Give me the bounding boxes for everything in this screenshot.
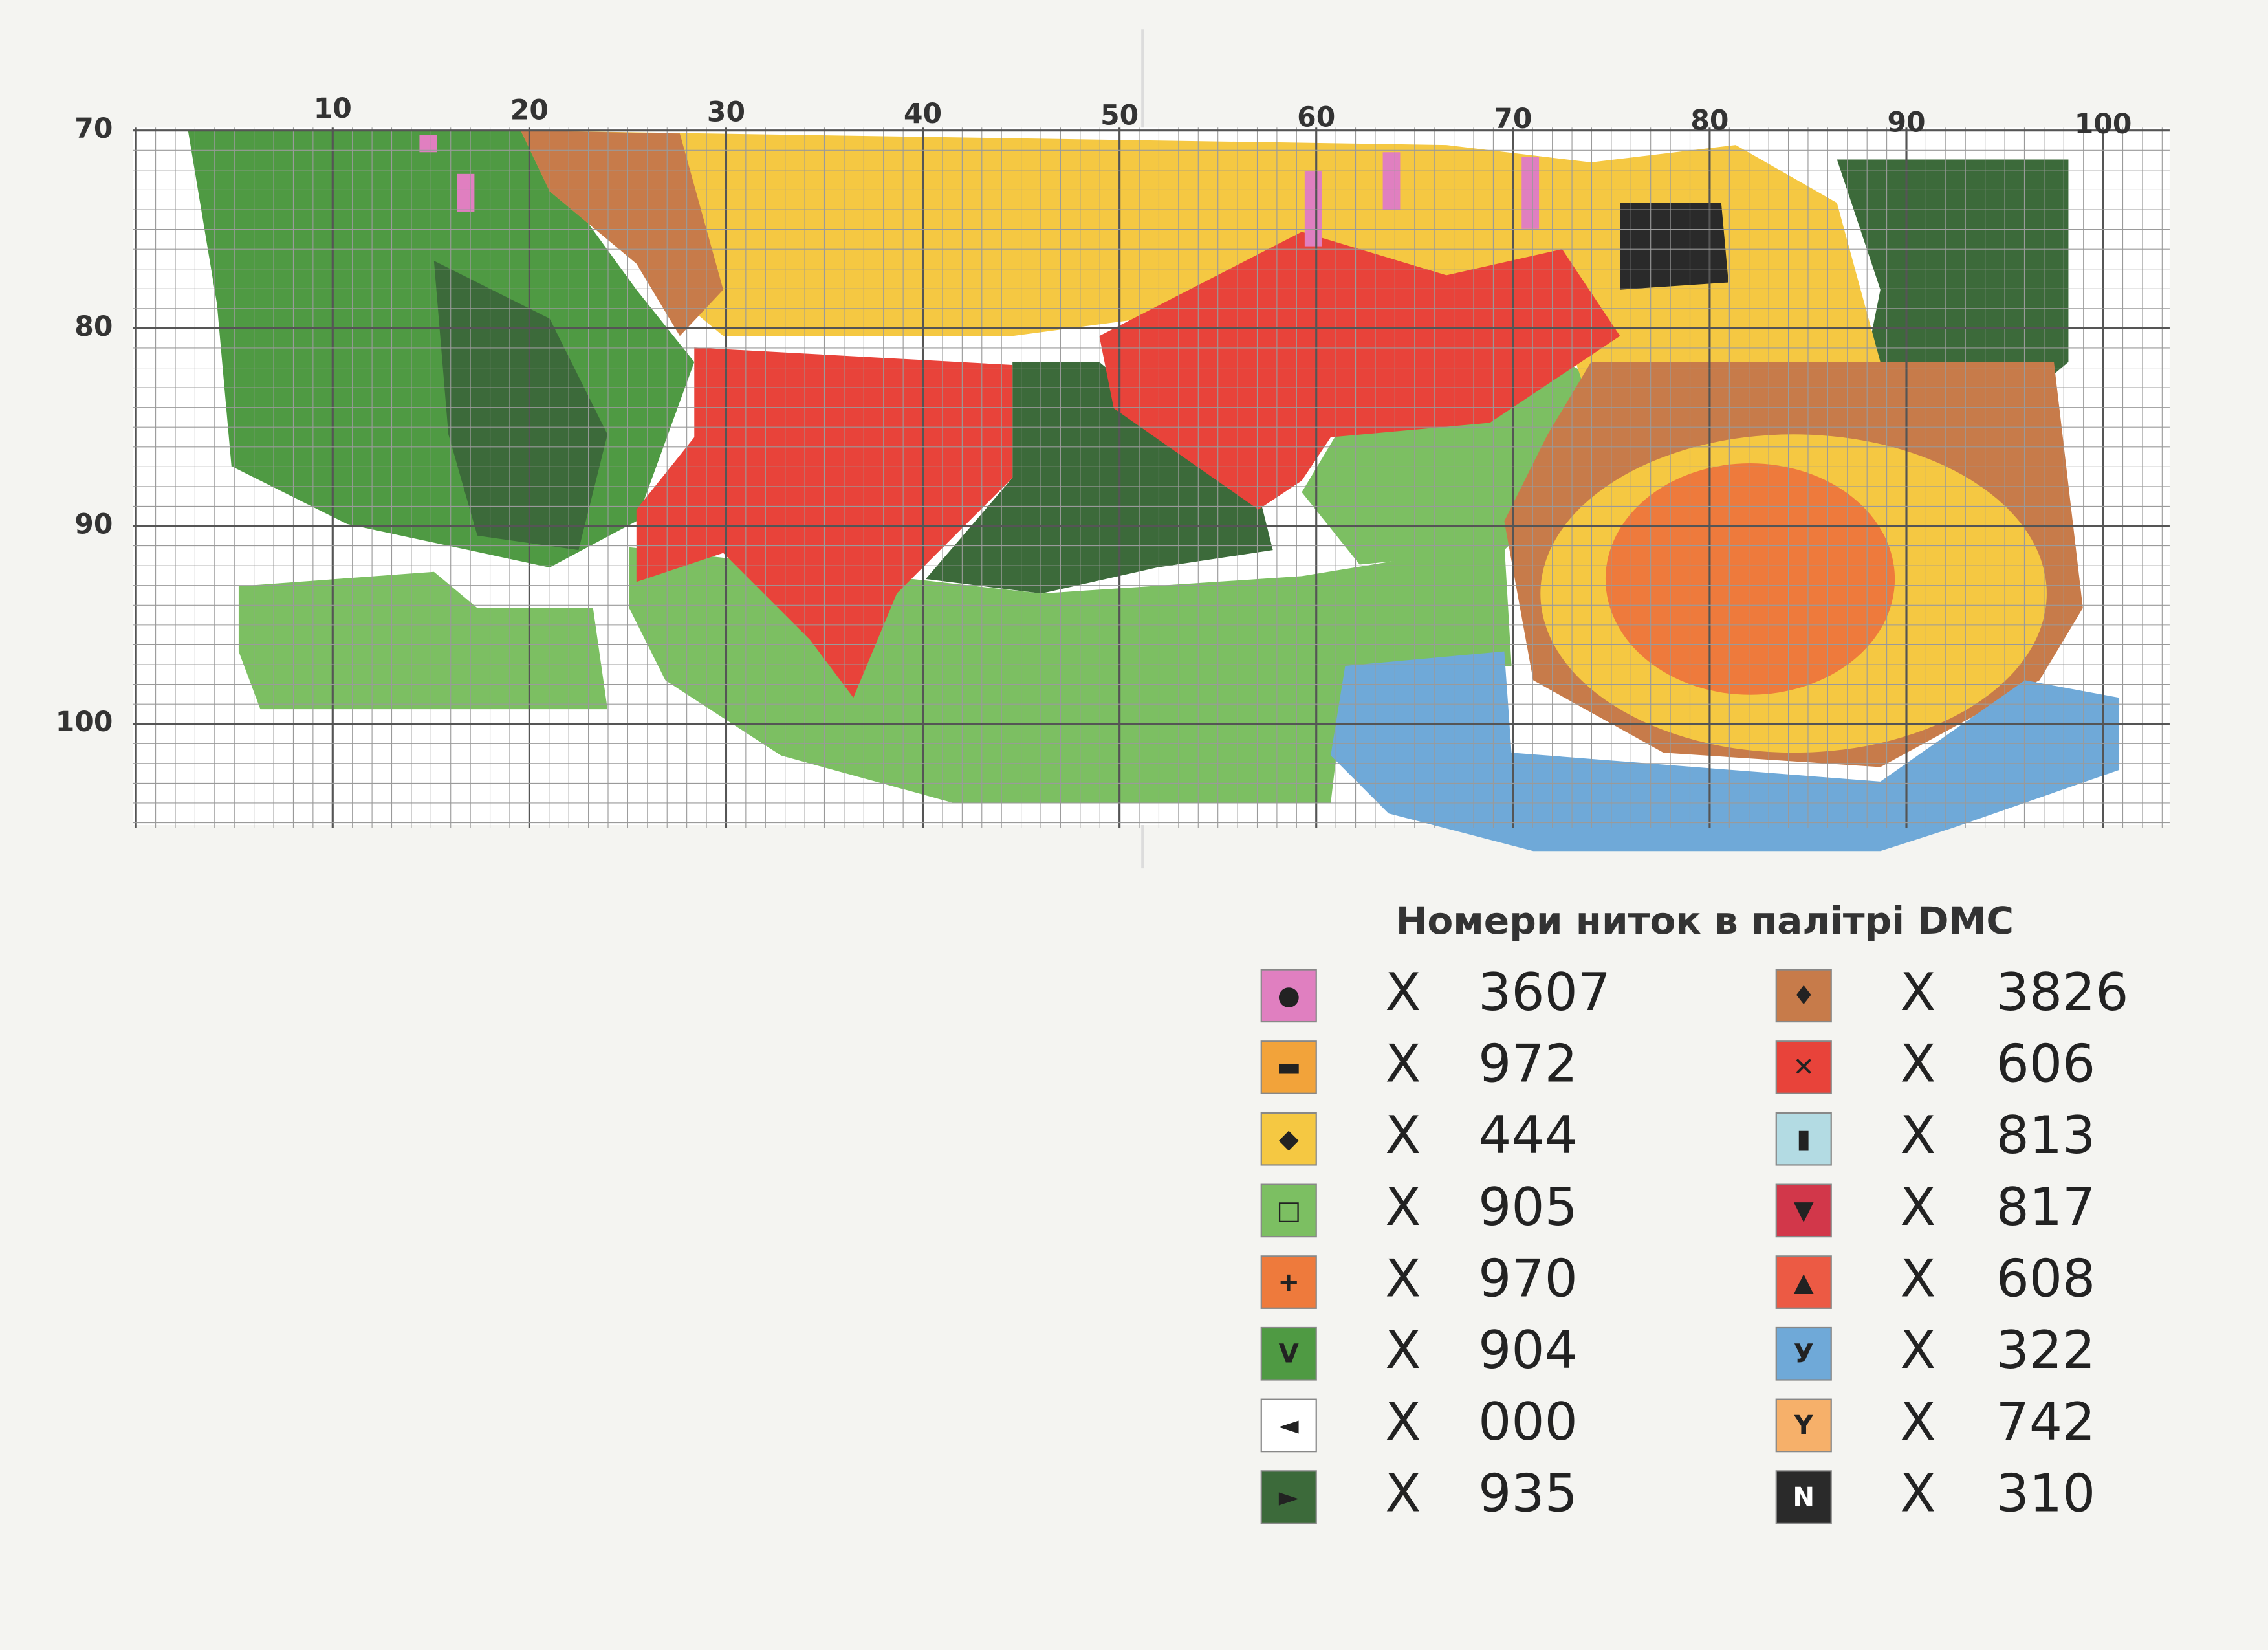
stitch-mark: X xyxy=(1385,1319,1421,1380)
column-label: 90 xyxy=(1887,107,1925,138)
pattern xyxy=(188,130,2119,852)
region-3607 xyxy=(457,173,475,212)
column-label: 80 xyxy=(1690,105,1728,137)
swatch-symbol: + xyxy=(1278,1268,1300,1297)
swatch-symbol: N xyxy=(1793,1482,1815,1512)
stitch-mark: X xyxy=(1385,1248,1421,1309)
column-label: 70 xyxy=(1494,104,1532,135)
region-606 xyxy=(1099,232,1620,510)
row-label: 100 xyxy=(56,707,113,738)
stitch-mark: X xyxy=(1900,1319,1935,1380)
region-3607 xyxy=(1304,171,1322,247)
thread-code: 904 xyxy=(1478,1319,1578,1380)
stitch-mark: X xyxy=(1385,1463,1421,1524)
swatch xyxy=(1775,1183,1832,1238)
column-label: 20 xyxy=(510,95,549,127)
thread-code: 606 xyxy=(1996,1033,2096,1094)
row-label: 90 xyxy=(74,509,113,541)
swatch xyxy=(1260,1470,1317,1524)
swatch-symbol: ► xyxy=(1279,1482,1299,1512)
legend: ● X 3607 ▬ X 972 ◆ X 444 □ X 905 + X 970 V X 904 ◄ X 000 ► X 93… xyxy=(1260,962,2129,1524)
stitch-mark: X xyxy=(1385,1391,1421,1452)
region-444 xyxy=(520,130,1881,420)
swatch-symbol: У xyxy=(1794,1339,1814,1369)
swatch-symbol: ♦ xyxy=(1792,981,1815,1011)
stitch-mark: X xyxy=(1900,1248,1935,1309)
stitch-mark: X xyxy=(1900,1105,1935,1165)
swatch xyxy=(1260,1183,1317,1238)
thread-code: 3826 xyxy=(1996,962,2129,1022)
swatch xyxy=(1260,1112,1317,1166)
swatch xyxy=(1260,1326,1317,1381)
thread-code: 000 xyxy=(1478,1391,1578,1452)
stitch-mark: X xyxy=(1385,1033,1421,1094)
grid xyxy=(133,127,2170,828)
swatch-symbol: ▮ xyxy=(1796,1124,1811,1154)
swatch-symbol: ▼ xyxy=(1794,1196,1814,1226)
region-3607 xyxy=(1521,156,1540,229)
swatch xyxy=(1260,1255,1317,1309)
swatch xyxy=(1260,1398,1317,1453)
swatch xyxy=(1775,969,1832,1023)
region-3826 xyxy=(520,130,723,336)
row-label: 70 xyxy=(74,113,113,145)
thread-code: 972 xyxy=(1478,1033,1578,1094)
swatch-symbol: V xyxy=(1279,1339,1299,1369)
swatch xyxy=(1260,1040,1317,1094)
region-3607 xyxy=(419,135,437,153)
thread-code: 322 xyxy=(1996,1319,2096,1380)
region-322 xyxy=(1331,651,2119,852)
column-label: 60 xyxy=(1297,102,1335,133)
thread-code: 444 xyxy=(1478,1105,1578,1165)
thread-code: 742 xyxy=(1996,1391,2096,1452)
row-label: 80 xyxy=(74,311,113,343)
column-label: 30 xyxy=(707,96,745,128)
swatch xyxy=(1775,1398,1832,1453)
region-310 xyxy=(1620,203,1728,290)
column-label: 50 xyxy=(1100,100,1139,132)
swatch xyxy=(1775,1326,1832,1381)
stitch-mark: X xyxy=(1900,962,1935,1022)
stitch-mark: X xyxy=(1385,1176,1421,1237)
swatch-symbol: ✕ xyxy=(1793,1053,1815,1083)
stitch-mark: X xyxy=(1385,1105,1421,1165)
thread-code: 813 xyxy=(1996,1105,2096,1165)
stitch-mark: X xyxy=(1900,1176,1935,1237)
thread-code: 935 xyxy=(1478,1463,1578,1524)
swatch-symbol: ◆ xyxy=(1279,1124,1299,1154)
stitch-mark: X xyxy=(1900,1391,1935,1452)
swatch-symbol: ● xyxy=(1278,981,1300,1011)
thread-code: 817 xyxy=(1996,1176,2096,1237)
thread-code: 608 xyxy=(1996,1248,2096,1309)
swatch-symbol: □ xyxy=(1276,1196,1301,1226)
column-label: 10 xyxy=(314,93,352,125)
stitch-mark: X xyxy=(1900,1033,1935,1094)
stitch-mark: X xyxy=(1900,1463,1935,1524)
region-970 xyxy=(1605,463,1895,695)
swatch-symbol: ▬ xyxy=(1276,1053,1301,1083)
region-935 xyxy=(433,260,608,551)
thread-code: 3607 xyxy=(1478,962,1611,1022)
swatch xyxy=(1775,1112,1832,1166)
region-3607 xyxy=(1382,152,1401,210)
swatch xyxy=(1775,1040,1832,1094)
thread-code: 905 xyxy=(1478,1176,1578,1237)
column-label: 40 xyxy=(904,98,942,130)
stitch-mark: X xyxy=(1385,962,1421,1022)
swatch xyxy=(1260,969,1317,1023)
axis-labels: 10 20 30 40 50 60 70 80 90 100 70 80 90 100 xyxy=(56,93,2132,738)
swatch-symbol: ◄ xyxy=(1279,1411,1299,1440)
thread-code: 970 xyxy=(1478,1248,1578,1309)
region-905 xyxy=(238,571,608,710)
swatch xyxy=(1775,1470,1832,1524)
swatch-symbol: Y xyxy=(1794,1411,1814,1440)
swatch xyxy=(1775,1255,1832,1309)
swatch-symbol: ▲ xyxy=(1794,1268,1814,1297)
column-label: 100 xyxy=(2075,109,2132,140)
legend-title: Номери ниток в палітрі DMC xyxy=(1396,899,2014,943)
thread-code: 310 xyxy=(1996,1463,2096,1524)
